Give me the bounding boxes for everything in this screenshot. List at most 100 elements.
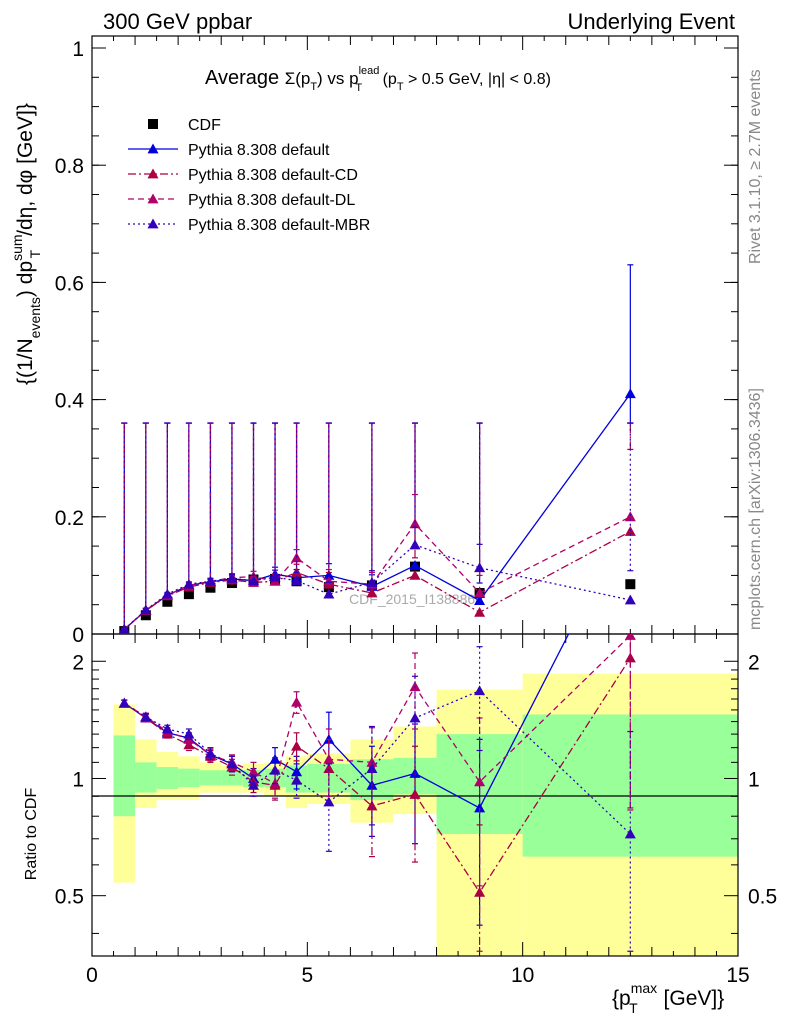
main-ytick-label-5: 1 bbox=[72, 38, 84, 61]
xtick-label-1: 5 bbox=[301, 964, 313, 987]
main-mbr-point-11 bbox=[409, 539, 421, 550]
main-mbr-point-5 bbox=[226, 572, 238, 583]
main-mbr-point-8 bbox=[291, 575, 303, 586]
ratio-ytick-label-right-1: 1 bbox=[748, 768, 760, 791]
xlabel: {pmax T [GeV]} bbox=[612, 980, 724, 1016]
ratio-ylabel: Ratio to CDF bbox=[23, 788, 40, 881]
main-axes: 0 0.2 0.4 0.6 0.8 1 bbox=[55, 36, 739, 647]
legend-marker-cd bbox=[147, 168, 159, 179]
main-cd-line bbox=[123, 530, 631, 630]
main-mbr-point-7 bbox=[269, 571, 281, 582]
main-mbr-point-1 bbox=[140, 604, 152, 615]
ratio-mbr-point-13 bbox=[624, 828, 636, 839]
main-cd-point-12 bbox=[474, 606, 486, 617]
ratio-ytick-label-2: 2 bbox=[72, 651, 84, 674]
main-mbr-point-12 bbox=[474, 562, 486, 573]
main-ytick-label-2: 0.4 bbox=[55, 390, 85, 413]
ratio-cd-point-11 bbox=[409, 788, 421, 799]
xtick-label-2: 10 bbox=[511, 964, 534, 987]
main-dl-point-13 bbox=[624, 511, 636, 522]
title-sigma: Σ(p bbox=[285, 69, 311, 88]
ratio-mbr-point-8 bbox=[291, 774, 303, 785]
ratio-mbr-point-1 bbox=[140, 711, 152, 722]
legend-label-mbr: Pythia 8.308 default-MBR bbox=[188, 217, 370, 234]
ylabel-b-sup: sum bbox=[9, 234, 25, 260]
title-cut: (p bbox=[378, 71, 397, 88]
main-ytick-label-3: 0.6 bbox=[55, 272, 84, 295]
main-cd-point-11 bbox=[409, 569, 421, 580]
ratio-ytick-label-0: 0.5 bbox=[55, 886, 84, 909]
main-mbr-point-0 bbox=[118, 623, 130, 634]
legend-label-cd: Pythia 8.308 default-CD bbox=[188, 167, 358, 184]
title-t-sub: T bbox=[310, 81, 317, 93]
legend-label-dl: Pythia 8.308 default-DL bbox=[188, 192, 355, 209]
band-inner-1 bbox=[135, 762, 157, 793]
xlabel-sup: max bbox=[631, 980, 657, 996]
ratio-cd-point-12 bbox=[474, 886, 486, 897]
main-ytick-label-0: 0 bbox=[72, 624, 84, 647]
ylabel-b-sub: T bbox=[27, 249, 43, 258]
title-vs: ) vs p bbox=[317, 69, 359, 88]
ratio-dl-point-11 bbox=[409, 681, 421, 692]
ratio-dl-point-9 bbox=[323, 753, 335, 764]
ylabel-c: /dη, dφ [GeV]} bbox=[14, 103, 37, 236]
ratio-default-point-8 bbox=[291, 766, 303, 777]
ratio-mbr-point-11 bbox=[409, 712, 421, 723]
ratio-ytick-label-right-0: 0.5 bbox=[748, 886, 777, 909]
ratio-default-point-12 bbox=[474, 802, 486, 813]
ylabel-b: ) dp bbox=[14, 261, 37, 297]
header-left: 300 GeV ppbar bbox=[103, 9, 252, 34]
plot-title: Average Σ(pT) vs plead T (pT > 0.5 GeV, |… bbox=[205, 65, 551, 94]
main-data-point-2 bbox=[162, 596, 173, 607]
ratio-mbr-point-10 bbox=[366, 763, 378, 774]
legend-marker-mbr bbox=[147, 218, 159, 229]
main-default-line bbox=[123, 393, 631, 630]
main-mbr-point-13 bbox=[624, 594, 636, 605]
xlabel-b: [GeV]} bbox=[658, 987, 725, 1010]
legend: CDF Pythia 8.308 default Pythia 8.308 defa… bbox=[128, 117, 370, 234]
band-inner-2 bbox=[156, 767, 179, 789]
ratio-mbr-point-4 bbox=[204, 747, 216, 758]
ratio-dl-point-8 bbox=[291, 696, 303, 707]
legend-marker-default bbox=[147, 143, 159, 154]
xtick-label-3: 15 bbox=[726, 964, 749, 987]
band-inner-3 bbox=[178, 768, 200, 788]
xlabel-sub: T bbox=[629, 1000, 638, 1016]
ratio-mbr-point-12 bbox=[474, 685, 486, 696]
main-mbr-line bbox=[123, 544, 631, 630]
ratio-mbr-point-3 bbox=[183, 728, 195, 739]
main-mbr-point-6 bbox=[248, 575, 259, 586]
band-inner-0 bbox=[113, 735, 136, 817]
side-label-bottom: mcplots.cern.ch [arXiv:1306.3436] bbox=[747, 388, 764, 630]
ratio-bands bbox=[113, 673, 738, 956]
band-inner-5 bbox=[221, 770, 243, 786]
ratio-ytick-label-right-2: 2 bbox=[748, 651, 760, 674]
main-ytick-label-1: 0.2 bbox=[55, 507, 84, 530]
ratio-dl-point-12 bbox=[474, 776, 486, 787]
main-ylabel: {(1/Nevents) dpsum T/dη, dφ [GeV]} bbox=[9, 103, 43, 385]
xtick-label-0: 0 bbox=[86, 964, 98, 987]
ratio-dl-point-6 bbox=[248, 766, 259, 777]
legend-marker-dl bbox=[147, 193, 159, 204]
ratio-mbr-point-6 bbox=[248, 779, 259, 790]
main-data-point-13 bbox=[625, 579, 636, 590]
ylabel-a-sub: events bbox=[27, 297, 43, 338]
main-mbr-point-3 bbox=[183, 578, 195, 589]
main-ytick-label-4: 0.8 bbox=[55, 155, 84, 178]
main-dl-line bbox=[123, 516, 631, 630]
main-default-point-11 bbox=[409, 559, 421, 570]
main-default-point-9 bbox=[323, 569, 335, 580]
main-cd-point-13 bbox=[624, 525, 636, 536]
main-mbr-point-10 bbox=[366, 576, 378, 587]
main-data-point-3 bbox=[183, 589, 194, 600]
ratio-cd-point-8 bbox=[291, 740, 303, 751]
title-cut-sub: T bbox=[397, 81, 404, 93]
main-cd-point-10 bbox=[366, 587, 378, 598]
main-dl-point-12 bbox=[474, 587, 486, 598]
ratio-axes: 0 5 10 15 0.5 0.5 1 1 2 2 bbox=[55, 634, 777, 987]
ratio-cd-point-9 bbox=[323, 763, 335, 774]
legend-marker-data bbox=[148, 119, 158, 129]
main-mbr-point-9 bbox=[323, 588, 335, 599]
main-dl-point-11 bbox=[409, 518, 421, 529]
legend-label-default: Pythia 8.308 default bbox=[188, 142, 330, 159]
